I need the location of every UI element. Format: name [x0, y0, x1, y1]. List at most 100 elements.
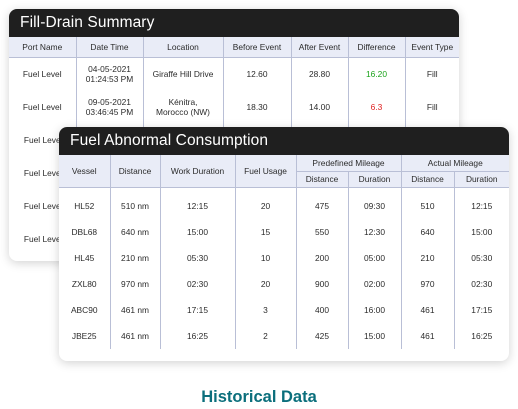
- difference-cell: 16.20: [348, 57, 406, 90]
- table-row: HL52 510 nm 12:15 20 475 09:30 510 12:15: [59, 187, 509, 219]
- predefined-distance-cell: 550: [296, 219, 349, 245]
- table-row: DBL68 640 nm 15:00 15 550 12:30 640 15:0…: [59, 219, 509, 245]
- actual-duration-cell: 12:15: [471, 201, 493, 212]
- port-cell: Fuel Level: [9, 57, 77, 90]
- predefined-duration-cell: 12:30: [348, 219, 402, 245]
- location-text-2: Morocco (NW): [156, 106, 210, 117]
- time-text: 03:46:45 PM: [85, 106, 134, 117]
- predefined-duration-cell: 16:00: [348, 297, 402, 323]
- fuel-usage-cell: 20: [235, 271, 297, 297]
- vessel-cell: HL45: [59, 245, 111, 271]
- distance-cell: 510 nm: [110, 187, 161, 219]
- location-text: Kénitra,: [168, 96, 198, 107]
- fuel-usage-cell: 15: [235, 219, 297, 245]
- col-before-event: Before Event: [223, 37, 292, 58]
- predefined-distance-cell: 900: [296, 271, 349, 297]
- predefined-distance-cell: 400: [296, 297, 349, 323]
- fill-drain-header-row: Port Name Date Time Location Before Even…: [9, 37, 459, 58]
- datetime-cell: 09-05-2021 03:46:45 PM: [76, 90, 144, 123]
- actual-distance-cell: 210: [401, 245, 455, 271]
- actual-distance-cell: 461: [401, 297, 455, 323]
- vessel-cell: HL52: [59, 187, 111, 219]
- vessel-cell: JBE25: [59, 323, 111, 349]
- historical-data-title: Historical Data: [201, 388, 317, 406]
- vessel-cell: ABC90: [59, 297, 111, 323]
- abnormal-subheader-row: Distance Duration Distance Duration: [59, 171, 509, 188]
- location-text: Giraffe Hill Drive: [152, 68, 214, 79]
- vessel-cell: DBL68: [59, 219, 111, 245]
- col-predefined-distance: Distance: [296, 171, 349, 188]
- actual-duration-cell: 16:25: [471, 331, 493, 341]
- distance-cell: 461 nm: [110, 323, 161, 349]
- col-predefined-duration: Duration: [348, 171, 402, 188]
- after-cell: 14.00: [291, 90, 349, 123]
- col-actual-distance: Distance: [401, 171, 455, 188]
- fill-drain-title: Fill-Drain Summary: [9, 9, 459, 37]
- predefined-duration-cell: 05:00: [348, 245, 402, 271]
- difference-cell: 6.3: [348, 90, 406, 123]
- location-cell: Kénitra, Morocco (NW): [143, 90, 224, 123]
- after-cell: 28.80: [291, 57, 349, 90]
- fuel-usage-cell: 2: [235, 323, 297, 349]
- table-row: ABC90 461 nm 17:15 3 400 16:00 461 17:15: [59, 297, 509, 323]
- table-row: JBE25 461 nm 16:25 2 425 15:00 461 16:25: [59, 323, 509, 349]
- predefined-duration-cell: 02:00: [348, 271, 402, 297]
- fuel-usage-cell: 10: [235, 245, 297, 271]
- table-row: Fuel Level 04-05-2021 01:24:53 PM Giraffe…: [9, 57, 459, 90]
- col-event-type: Event Type: [405, 37, 459, 58]
- actual-duration-cell: 05:30: [471, 253, 493, 263]
- actual-distance-cell: 461: [401, 323, 455, 349]
- work-duration-cell: 17:15: [160, 297, 236, 323]
- actual-distance-cell: 510: [401, 187, 455, 219]
- actual-duration-cell: 17:15: [471, 305, 493, 315]
- distance-cell: 461 nm: [110, 297, 161, 323]
- event-type-cell: Fill: [426, 68, 438, 79]
- table-row: HL45 210 nm 05:30 10 200 05:00 210 05:30: [59, 245, 509, 271]
- col-actual-mileage: Actual Mileage: [401, 155, 509, 172]
- abnormal-header-row: Vessel Distance Work Duration Fuel Usage…: [59, 155, 509, 188]
- work-duration-cell: 12:15: [160, 187, 236, 219]
- predefined-duration-cell: 09:30: [348, 187, 402, 219]
- distance-cell: 210 nm: [110, 245, 161, 271]
- vessel-cell: ZXL80: [59, 271, 111, 297]
- work-duration-cell: 16:25: [160, 323, 236, 349]
- predefined-distance-cell: 425: [296, 323, 349, 349]
- port-cell: Fuel Level: [9, 90, 77, 123]
- work-duration-cell: 05:30: [160, 245, 236, 271]
- fuel-abnormal-table: Vessel Distance Work Duration Fuel Usage…: [59, 155, 509, 349]
- col-work-duration: Work Duration: [160, 155, 236, 188]
- event-type-cell: Fill: [426, 101, 438, 112]
- distance-cell: 970 nm: [110, 271, 161, 297]
- table-row: ZXL80 970 nm 02:30 20 900 02:00 970 02:3…: [59, 271, 509, 297]
- datetime-cell: 04-05-2021 01:24:53 PM: [76, 57, 144, 90]
- col-distance: Distance: [110, 155, 161, 188]
- col-location: Location: [143, 37, 224, 58]
- before-cell: 12.60: [223, 57, 292, 90]
- col-date-time: Date Time: [76, 37, 144, 58]
- fuel-usage-cell: 3: [235, 297, 297, 323]
- predefined-distance-cell: 475: [296, 187, 349, 219]
- col-port-name: Port Name: [9, 37, 77, 58]
- date-text: 04-05-2021: [88, 63, 131, 74]
- work-duration-cell: 15:00: [160, 219, 236, 245]
- location-cell: Giraffe Hill Drive: [143, 57, 224, 90]
- col-predefined-mileage: Predefined Mileage: [296, 155, 402, 172]
- col-vessel: Vessel: [59, 155, 111, 188]
- time-text: 01:24:53 PM: [85, 73, 134, 84]
- before-cell: 18.30: [223, 90, 292, 123]
- actual-duration-cell: 15:00: [471, 227, 493, 237]
- col-fuel-usage: Fuel Usage: [235, 155, 297, 188]
- actual-distance-cell: 970: [401, 271, 455, 297]
- actual-distance-cell: 640: [401, 219, 455, 245]
- col-difference: Difference: [348, 37, 406, 58]
- fuel-abnormal-title: Fuel Abnormal Consumption: [59, 127, 509, 155]
- actual-duration-cell: 02:30: [471, 279, 493, 289]
- col-actual-duration: Duration: [454, 171, 509, 188]
- fuel-usage-cell: 20: [235, 187, 297, 219]
- work-duration-cell: 02:30: [160, 271, 236, 297]
- col-after-event: After Event: [291, 37, 349, 58]
- predefined-duration-cell: 15:00: [348, 323, 402, 349]
- distance-cell: 640 nm: [110, 219, 161, 245]
- table-row: Fuel Level 09-05-2021 03:46:45 PM Kénitra…: [9, 90, 459, 123]
- date-text: 09-05-2021: [88, 96, 131, 107]
